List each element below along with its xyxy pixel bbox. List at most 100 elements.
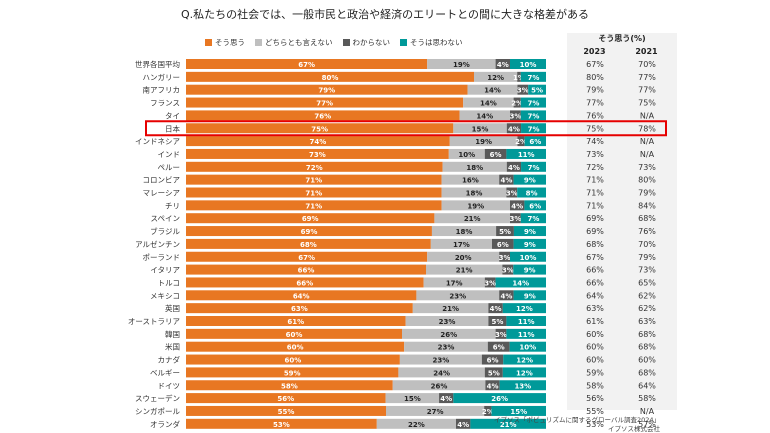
category-label: カナダ xyxy=(158,355,181,365)
data-label: 3% xyxy=(509,112,521,120)
bar-segment xyxy=(488,316,507,326)
category-label: ポーランド xyxy=(143,253,181,262)
year-2021-header: 2021 xyxy=(635,47,658,56)
bar-segment xyxy=(441,187,507,198)
data-label: 18% xyxy=(456,228,473,236)
data-label: 77% xyxy=(316,100,333,108)
table-cell-2021: 73% xyxy=(638,163,656,172)
bar-segment xyxy=(448,148,485,159)
category-label: オーストラリア xyxy=(128,317,180,326)
bar-segment xyxy=(431,226,497,237)
bar-segment xyxy=(426,264,503,275)
bar-segment xyxy=(513,174,546,185)
table-cell-2023: 60% xyxy=(586,343,604,352)
bar-segment xyxy=(434,213,510,224)
bar-segment xyxy=(423,277,485,288)
bar-segment xyxy=(506,123,522,134)
table-cell-2023: 71% xyxy=(586,201,604,210)
data-label: 10% xyxy=(458,151,475,159)
bar-segment xyxy=(502,264,514,275)
data-label: 4% xyxy=(508,125,520,133)
bar-segment xyxy=(495,59,510,69)
data-label: 18% xyxy=(466,190,483,198)
bar-segment xyxy=(484,405,492,416)
data-label: 2% xyxy=(511,100,523,108)
data-label: 27% xyxy=(427,408,444,416)
data-label: 66% xyxy=(298,267,315,275)
data-label: 5% xyxy=(491,318,503,326)
bar-segment xyxy=(186,303,413,314)
bar-segment xyxy=(456,418,471,429)
data-label: 3% xyxy=(506,190,518,198)
bar-segment xyxy=(510,213,521,224)
table-cell-2021: 70% xyxy=(638,240,656,249)
data-label: 56% xyxy=(277,395,294,403)
bar-segment xyxy=(509,341,546,352)
source-note: イプソス「ポピュリズムに関するグローバル調査2024」 xyxy=(494,416,660,424)
table-cell-2021: 65% xyxy=(638,278,656,287)
bar-segment xyxy=(385,393,440,404)
data-label: 3% xyxy=(517,87,529,95)
table-cell-2023: 75% xyxy=(586,124,604,133)
table-cell-2023: 69% xyxy=(586,227,604,236)
category-label: ペルー xyxy=(158,163,181,172)
table-cell-2023: 59% xyxy=(586,368,604,377)
bar-segment xyxy=(496,226,514,237)
data-label: 21% xyxy=(500,421,517,429)
data-label: 22% xyxy=(408,421,425,429)
data-label: 58% xyxy=(281,382,298,390)
bar-segment xyxy=(186,97,464,108)
table-cell-2023: 67% xyxy=(586,253,604,262)
bar-segment xyxy=(524,136,546,147)
data-label: 69% xyxy=(302,215,319,223)
data-label: 73% xyxy=(309,151,326,159)
data-label: 3% xyxy=(484,279,496,287)
data-label: 11% xyxy=(518,331,535,339)
table-cell-2021: 84% xyxy=(638,201,656,210)
table-cell-2023: 77% xyxy=(586,99,604,108)
bar-segment xyxy=(405,316,489,326)
table-cell-2021: 58% xyxy=(638,394,656,403)
bar-segment xyxy=(513,238,546,249)
data-label: 14% xyxy=(484,87,501,95)
data-label: 16% xyxy=(462,177,479,185)
data-label: 9% xyxy=(524,241,536,249)
legend-label: そう思う xyxy=(215,37,245,47)
table-cell-2023: 68% xyxy=(586,240,604,249)
data-label: 3% xyxy=(495,331,507,339)
data-label: 71% xyxy=(305,190,322,198)
data-label: 26% xyxy=(440,331,457,339)
table-cell-2021: 73% xyxy=(638,266,656,275)
bar-segment xyxy=(376,418,456,429)
bar-segment xyxy=(186,393,386,404)
data-label: 72% xyxy=(306,164,323,172)
table-cell-2023: 66% xyxy=(586,278,604,287)
legend-swatch xyxy=(205,38,212,46)
table-cell-2023: 60% xyxy=(586,356,604,365)
category-label: タイ xyxy=(165,111,180,120)
data-label: 9% xyxy=(524,177,536,185)
category-label: オランダ xyxy=(150,419,180,429)
legend-item: わからない xyxy=(342,35,390,49)
bar-segment xyxy=(513,226,546,237)
bar-segment xyxy=(186,354,400,365)
bar-segment xyxy=(521,161,546,172)
bar-segment xyxy=(186,148,449,159)
data-label: 24% xyxy=(433,369,450,377)
data-label: 10% xyxy=(520,254,537,262)
table-cell-2021: 75% xyxy=(638,99,656,108)
bar-segment xyxy=(517,187,546,198)
bar-segment xyxy=(186,200,442,211)
table-cell-2023: 74% xyxy=(586,137,604,146)
bar-segment xyxy=(484,277,496,288)
bar-segment xyxy=(520,110,546,121)
bar-segment xyxy=(442,161,507,172)
bar-segment xyxy=(186,316,406,326)
bar-segment xyxy=(186,226,432,237)
data-label: 17% xyxy=(446,279,463,287)
table-cell-2021: 77% xyxy=(638,73,656,82)
data-label: 26% xyxy=(431,382,448,390)
bar-segment xyxy=(528,84,546,95)
publisher-note: イプソス株式会社 xyxy=(608,425,660,433)
data-label: 9% xyxy=(524,267,536,275)
